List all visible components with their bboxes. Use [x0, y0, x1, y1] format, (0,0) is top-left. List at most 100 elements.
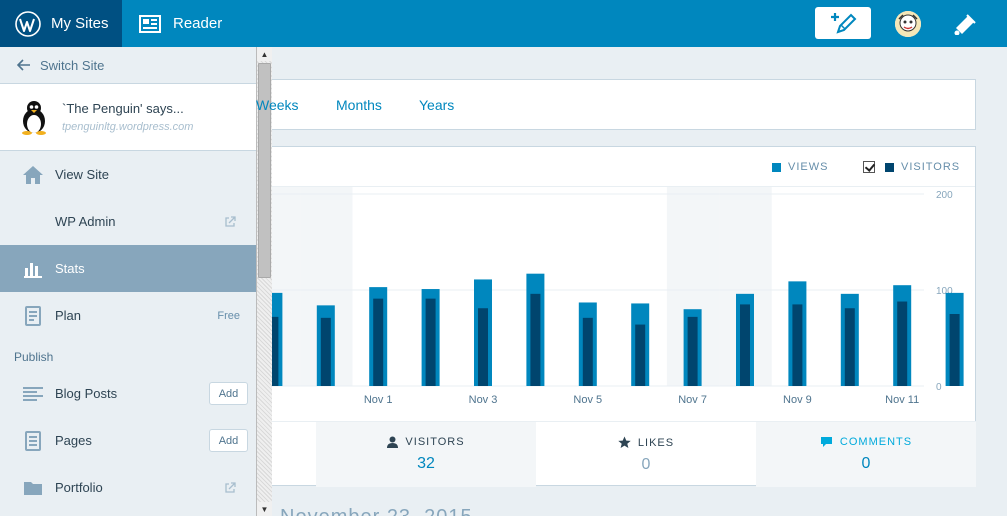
arrow-left-icon — [17, 59, 30, 71]
stat-visitors-label: VISITORS — [405, 436, 465, 448]
site-domain: tpenguinltg.wordpress.com — [62, 121, 194, 133]
comment-icon — [820, 437, 832, 447]
scrollbar-thumb[interactable] — [258, 63, 271, 278]
date-heading: November 23, 2015 — [280, 506, 473, 516]
notifications-icon — [954, 14, 976, 35]
sidebar-item-pages[interactable]: Pages Add — [0, 417, 256, 464]
visitors-bar — [425, 298, 436, 386]
stat-tab-comments[interactable]: COMMENTS 0 — [756, 422, 976, 487]
publish-heading: Publish — [14, 350, 54, 364]
legend-visitors-label: VISITORS — [901, 161, 961, 173]
x-tick-label: Nov 9 — [783, 394, 812, 406]
chart-divider — [272, 186, 975, 187]
sidebar-item-label: Portfolio — [55, 480, 103, 495]
visitors-bar — [582, 317, 593, 386]
sidebar-item-label: Stats — [55, 261, 85, 276]
y-tick-label: 200 — [936, 190, 953, 201]
visitors-checkbox[interactable] — [863, 161, 875, 173]
period-tabs: Weeks Months Years — [256, 79, 976, 130]
sidebar-item-label: WP Admin — [55, 214, 116, 229]
x-tick-label: Nov 1 — [364, 394, 393, 406]
sidebar-item-stats[interactable]: Stats — [0, 245, 256, 292]
reader-label: Reader — [173, 15, 223, 32]
stat-tab-visitors[interactable]: VISITORS 32 — [316, 422, 536, 487]
visitors-bar — [373, 298, 384, 386]
visitors-bar — [844, 308, 855, 386]
site-title: `The Penguin' says... — [62, 101, 184, 116]
add-page-button[interactable]: Add — [209, 429, 248, 452]
wordpress-logo-icon — [15, 10, 41, 37]
scroll-up-arrow-icon[interactable]: ▲ — [257, 47, 272, 61]
stat-likes-label: LIKES — [637, 436, 675, 449]
external-link-icon — [225, 215, 236, 227]
write-post-icon — [831, 13, 857, 34]
sidebar-item-wp-admin[interactable]: WP Admin — [0, 198, 256, 245]
write-post-button[interactable] — [815, 7, 871, 39]
my-sites-button[interactable]: My Sites — [0, 0, 122, 47]
reader-button[interactable]: Reader — [139, 0, 222, 47]
tab-weeks[interactable]: Weeks — [256, 97, 299, 113]
star-icon — [618, 436, 631, 448]
stats-tabs: VISITORS 32 LIKES 0 COMMENTS 0 — [272, 421, 976, 487]
visitors-bar — [635, 324, 646, 386]
stat-visitors-value: 32 — [417, 455, 435, 472]
external-link-icon — [225, 481, 236, 493]
folder-icon — [22, 477, 44, 499]
visitors-bar — [272, 316, 279, 386]
stats-chart-card: VIEWS VISITORS 0 100 200 0 Nov 1 Nov 3 Nov 5 No… — [272, 146, 976, 487]
visitors-bar — [897, 301, 908, 386]
masterbar: My Sites Reader — [0, 0, 1007, 47]
visitors-bar — [792, 304, 803, 386]
sidebar-item-blog-posts[interactable]: Blog Posts Add — [0, 370, 256, 417]
notifications-button[interactable] — [952, 12, 978, 36]
stat-likes-value: 0 — [641, 456, 651, 473]
x-tick-label: Nov 11 — [885, 394, 919, 406]
x-tick-label: Nov 5 — [573, 394, 602, 406]
document-icon — [22, 305, 44, 327]
sidebar-item-plan[interactable]: Plan Free — [0, 292, 256, 339]
scroll-down-arrow-icon[interactable]: ▼ — [257, 502, 272, 516]
views-swatch — [772, 162, 781, 172]
visitors-bar — [687, 316, 698, 386]
my-sites-label: My Sites — [51, 15, 109, 32]
penguin-site-icon — [22, 101, 46, 135]
legend-visitors[interactable]: VISITORS — [863, 161, 960, 173]
stat-comments-value: 0 — [861, 455, 871, 472]
stat-tab-likes[interactable]: LIKES 0 — [536, 422, 756, 487]
sidebar-item-label: Pages — [55, 433, 92, 448]
visitors-bar — [320, 317, 331, 386]
y-tick-label: 0 — [936, 382, 942, 393]
legend-views: VIEWS — [772, 161, 828, 173]
bar-chart-icon — [22, 258, 44, 280]
y-tick-label: 100 — [936, 286, 953, 297]
legend-views-label: VIEWS — [788, 161, 829, 173]
plan-badge: Free — [217, 309, 240, 322]
house-icon — [22, 164, 44, 186]
visitors-bar — [530, 293, 541, 386]
sidebar-scrollbar[interactable]: ▲ ▼ — [256, 47, 272, 516]
sidebar-item-portfolio[interactable]: Portfolio — [0, 464, 256, 511]
reader-icon — [139, 14, 161, 33]
visitors-bar — [740, 304, 750, 386]
sidebar-item-label: View Site — [55, 167, 109, 182]
stat-comments-label: COMMENTS — [839, 436, 913, 448]
sidebar-item-label: Blog Posts — [55, 386, 118, 401]
x-tick-label: Nov 3 — [469, 394, 498, 406]
x-tick-label: Nov 7 — [678, 394, 707, 406]
avatar[interactable] — [895, 11, 921, 37]
sidebar-item-view-site[interactable]: View Site — [0, 151, 256, 198]
add-blog-post-button[interactable]: Add — [209, 382, 248, 405]
avatar-image-icon — [895, 11, 921, 37]
current-site-card[interactable]: `The Penguin' says... tpenguinltg.wordpr… — [0, 84, 256, 151]
posts-icon — [22, 383, 44, 405]
switch-site-label: Switch Site — [40, 57, 105, 73]
page-icon — [22, 430, 44, 452]
person-icon — [387, 436, 399, 448]
tab-years[interactable]: Years — [419, 97, 455, 113]
switch-site-button[interactable]: Switch Site — [0, 47, 256, 84]
sidebar-item-label: Plan — [55, 308, 82, 323]
visitors-bar — [949, 314, 960, 386]
sidebar: Switch Site `The Penguin' says... tpengu… — [0, 47, 256, 516]
tab-months[interactable]: Months — [336, 97, 382, 113]
